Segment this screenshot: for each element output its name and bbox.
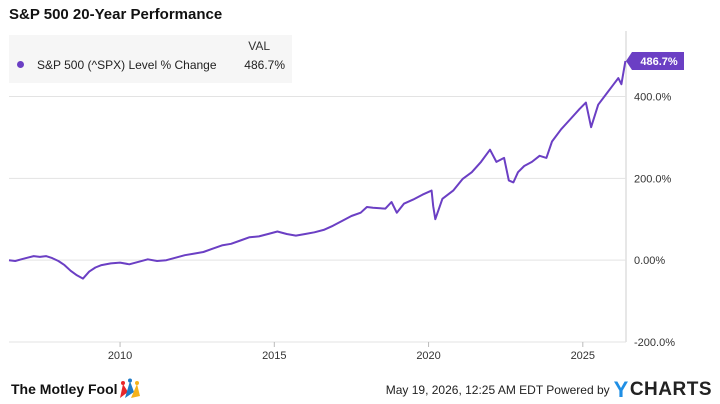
- legend-series-dot: [17, 61, 24, 68]
- x-tick-label: 2020: [416, 350, 440, 362]
- ycharts-wordmark: CHARTS: [629, 379, 712, 400]
- legend: VAL S&P 500 (^SPX) Level % Change 486.7%: [9, 35, 292, 83]
- end-value-label: 486.7%: [640, 56, 678, 68]
- timestamp-text: May 19, 2026, 12:25 AM EDT Powered by: [385, 383, 610, 397]
- y-tick-label: 0.00%: [634, 255, 665, 267]
- logo-text: The Motley Fool: [11, 381, 118, 397]
- series-line: [8, 60, 627, 280]
- legend-series-name: S&P 500 (^SPX) Level % Change: [37, 58, 217, 72]
- chart-title: S&P 500 20-Year Performance: [9, 6, 223, 23]
- x-tick-label: 2015: [262, 350, 286, 362]
- x-tick-label: 2025: [571, 350, 595, 362]
- end-value-flag: [626, 51, 684, 70]
- y-tick-label: 400.0%: [634, 91, 672, 103]
- legend-series-value: 486.7%: [244, 58, 285, 72]
- ycharts-logo[interactable]: Y CHARTS: [614, 377, 712, 403]
- y-tick-label: -200.0%: [634, 337, 675, 349]
- footer-attribution: May 19, 2026, 12:25 AM EDT Powered by Y …: [385, 377, 712, 403]
- motley-fool-logo[interactable]: The Motley Fool: [11, 378, 161, 400]
- jester-hat-icon: [120, 378, 140, 398]
- legend-header: VAL: [248, 39, 270, 53]
- y-tick-label: 200.0%: [634, 173, 672, 185]
- x-tick-label: 2010: [108, 350, 132, 362]
- ycharts-y-mark: Y: [613, 377, 629, 402]
